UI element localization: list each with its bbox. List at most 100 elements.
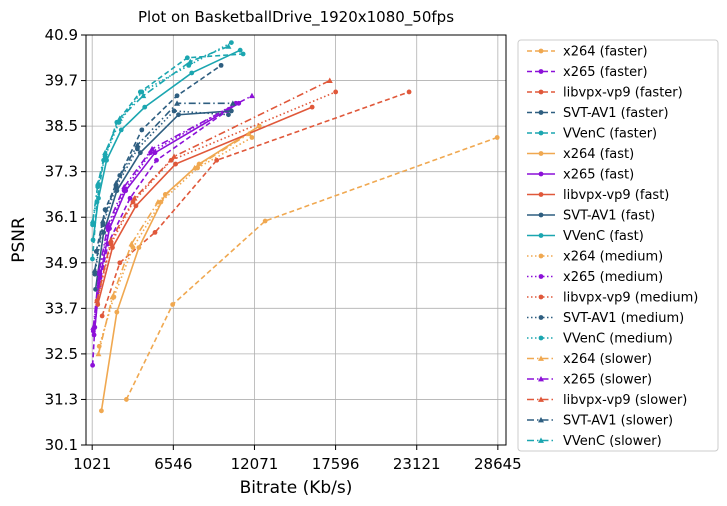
legend-item-x264-medium: x264 (medium) [527,250,663,265]
y-tick-label: 33.7 [45,299,78,317]
data-point [99,313,105,319]
series-line [95,64,222,252]
data-point [228,40,234,45]
data-point [121,183,128,190]
legend-label: x264 (faster) [563,45,648,60]
x-tick-label: 6546 [154,455,192,473]
y-axis: 30.1 31.3 32.5 33.7 34.9 36.1 37.3 38.5 39.7 40.9 [45,26,86,454]
data-point [117,260,123,266]
data-point [225,43,232,49]
legend-swatch-marker [538,274,544,279]
data-point [149,145,156,152]
data-point [139,127,145,133]
data-point [154,199,161,205]
legend-item-svt-av1-medium: SVT-AV1 (medium) [527,311,684,326]
data-point [189,70,195,76]
legend-swatch-marker [538,355,544,361]
data-point [249,135,255,140]
data-point [333,89,339,95]
series-x264-faster [123,135,500,402]
legend-swatch-marker [538,212,544,218]
legend-swatch-marker [538,110,544,115]
legend-item-x264-fast: x264 (fast) [527,147,634,162]
data-point [134,142,141,148]
data-point [110,245,115,250]
data-point [114,309,120,315]
legend-label: VVenC (slower) [563,434,662,449]
y-tick-label: 30.1 [45,436,78,454]
data-point [191,164,198,171]
legend-item-x265-medium: x265 (medium) [527,270,663,285]
data-point [226,112,231,118]
data-point [90,362,96,368]
legend-label: SVT-AV1 (faster) [563,106,669,121]
y-tick-label: 34.9 [45,254,78,272]
data-point [116,115,123,121]
y-tick-label: 32.5 [45,345,78,363]
data-point [90,328,96,334]
data-point [170,302,176,307]
legend-label: SVT-AV1 (slower) [563,414,673,429]
x-tick-label: 12071 [231,455,279,473]
y-tick-label: 37.3 [45,163,78,181]
legend-item-vvenc-faster: VVenC (faster) [527,127,657,142]
legend-swatch-marker [538,294,544,300]
series-svt-av1-fast [93,108,234,292]
legend-label: x265 (faster) [563,65,648,80]
legend-frame [517,39,719,452]
data-point [174,93,180,99]
series-line [93,102,240,335]
legend: x264 (faster) x265 (faster) libvpx-vp9 (fa… [517,39,719,452]
legend-item-x264-slower: x264 (slower) [527,352,652,367]
series-line [94,110,229,275]
data-point [184,55,190,61]
legend-swatch-marker [538,376,544,382]
legend-label: libvpx-vp9 (faster) [563,86,683,101]
data-point [214,157,220,163]
data-point [95,180,102,186]
legend-swatch-marker [538,48,544,54]
grid [86,34,506,446]
legend-swatch-marker [538,253,544,259]
series-line [91,45,229,222]
legend-item-vvenc-fast: VVenC (fast) [527,229,644,244]
data-point [136,245,142,250]
data-point [139,89,145,95]
data-point [90,256,95,262]
data-point [309,104,315,110]
data-point [90,324,97,330]
series-x264-slower [95,130,253,357]
legend-label: x265 (fast) [563,168,634,183]
series-line [97,133,250,355]
data-point [99,218,106,224]
data-point [187,58,194,64]
data-point [96,267,103,273]
data-point [90,222,96,228]
series-line [98,136,253,347]
data-point [95,350,102,357]
legend-item-vvenc-slower: VVenC (slower) [527,434,662,449]
x-tick-label: 23121 [393,455,441,473]
series-line [94,110,232,290]
series-x265-fast [91,100,242,338]
legend-swatch-marker [538,335,544,341]
data-point [104,157,109,163]
data-point [152,150,158,156]
legend-label: libvpx-vp9 (medium) [563,291,698,306]
data-point [326,77,333,83]
legend-item-libvpx-vp9-faster: libvpx-vp9 (faster) [527,86,683,101]
x-tick-label: 17596 [312,455,360,473]
data-point [102,149,109,156]
data-point [237,47,243,53]
series-x265-slower [90,92,255,330]
y-tick-label: 36.1 [45,208,78,226]
x-tick-label: 28645 [474,455,522,473]
data-point [174,100,181,106]
legend-item-svt-av1-fast: SVT-AV1 (fast) [527,209,655,224]
series-layer [89,40,500,414]
data-point [228,108,234,114]
data-point [114,188,120,194]
data-point [137,150,143,156]
series-libvpx-vp9-faster [99,89,412,319]
x-axis: 1021 6546 12071 17596 23121 28645 [73,445,522,473]
